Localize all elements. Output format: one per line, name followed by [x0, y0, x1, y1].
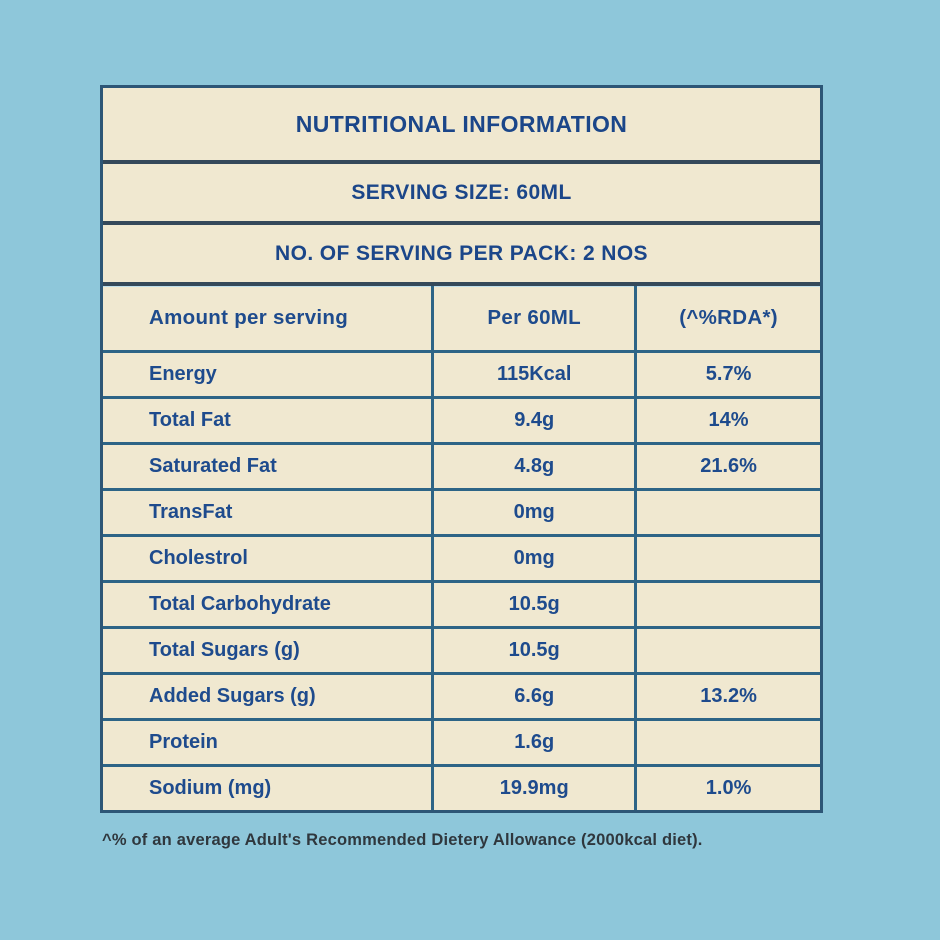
- nutrition-table-rows: Energy 115Kcal 5.7% Total Fat 9.4g 14% S…: [103, 350, 820, 810]
- nutrient-rda: [637, 491, 820, 534]
- nutrition-label-panel: NUTRITIONAL INFORMATION SERVING SIZE: 60…: [100, 85, 823, 813]
- nutrient-rda: 5.7%: [705, 363, 752, 385]
- nutrient-rda: 21.6%: [700, 455, 757, 477]
- title-banner: NUTRITIONAL INFORMATION: [103, 88, 820, 164]
- nutrient-amount: 19.9mg: [434, 767, 638, 810]
- column-header-amount-per-serving: Amount per serving: [103, 286, 435, 350]
- nutrient-rda: 14%: [708, 409, 749, 431]
- nutrient-amount: 10.5g: [434, 629, 638, 672]
- servings-per-pack-text: NO. OF SERVING PER PACK: 2 NOS: [275, 241, 648, 265]
- table-row: Total Carbohydrate 10.5g: [103, 580, 820, 626]
- nutrient-rda: [637, 537, 820, 580]
- table-row: Protein 1.6g: [103, 718, 820, 764]
- nutrient-name: Sodium (mg): [103, 767, 435, 810]
- column-header-per-60ml: Per 60ML: [434, 286, 638, 350]
- nutrient-name: Cholestrol: [103, 537, 435, 580]
- table-row: Added Sugars (g) 6.6g 13.2%: [103, 672, 820, 718]
- nutrient-rda: [637, 629, 820, 672]
- nutrient-name: Saturated Fat: [103, 445, 435, 488]
- serving-size-banner: SERVING SIZE: 60ML: [103, 164, 820, 225]
- nutrient-amount: 4.8g: [434, 445, 638, 488]
- table-row: Cholestrol 0mg: [103, 534, 820, 580]
- nutrient-amount: 0mg: [434, 491, 638, 534]
- nutrient-rda: 1.0%: [705, 777, 752, 799]
- nutrient-rda: [637, 721, 820, 764]
- nutrient-amount: 10.5g: [434, 583, 638, 626]
- table-row: Saturated Fat 4.8g 21.6%: [103, 442, 820, 488]
- table-row: Total Sugars (g) 10.5g: [103, 626, 820, 672]
- nutrient-amount: 6.6g: [434, 675, 638, 718]
- nutrient-name: Total Sugars (g): [103, 629, 435, 672]
- nutrient-name: Total Fat: [103, 399, 435, 442]
- nutrient-name: TransFat: [103, 491, 435, 534]
- nutrient-rda: [637, 583, 820, 626]
- nutrient-amount: 1.6g: [434, 721, 638, 764]
- nutrient-amount: 9.4g: [434, 399, 638, 442]
- nutrient-amount: 0mg: [434, 537, 638, 580]
- page-title: NUTRITIONAL INFORMATION: [295, 110, 628, 137]
- table-row: Energy 115Kcal 5.7%: [103, 350, 820, 396]
- table-row: Total Fat 9.4g 14%: [103, 396, 820, 442]
- nutrient-name: Energy: [103, 353, 435, 396]
- servings-per-pack-banner: NO. OF SERVING PER PACK: 2 NOS: [103, 225, 820, 286]
- rda-footnote: ^% of an average Adult's Recommended Die…: [102, 831, 703, 849]
- table-header-row: Amount per serving Per 60ML (^%RDA*): [103, 286, 820, 350]
- nutrient-name: Added Sugars (g): [103, 675, 435, 718]
- nutrient-name: Total Carbohydrate: [103, 583, 435, 626]
- nutrient-name: Protein: [103, 721, 435, 764]
- nutrient-amount: 115Kcal: [434, 353, 638, 396]
- column-header-rda: (^%RDA*): [679, 306, 778, 329]
- serving-size-text: SERVING SIZE: 60ML: [351, 180, 572, 204]
- table-row: TransFat 0mg: [103, 488, 820, 534]
- table-row: Sodium (mg) 19.9mg 1.0%: [103, 764, 820, 810]
- nutrient-rda: 13.2%: [700, 685, 757, 707]
